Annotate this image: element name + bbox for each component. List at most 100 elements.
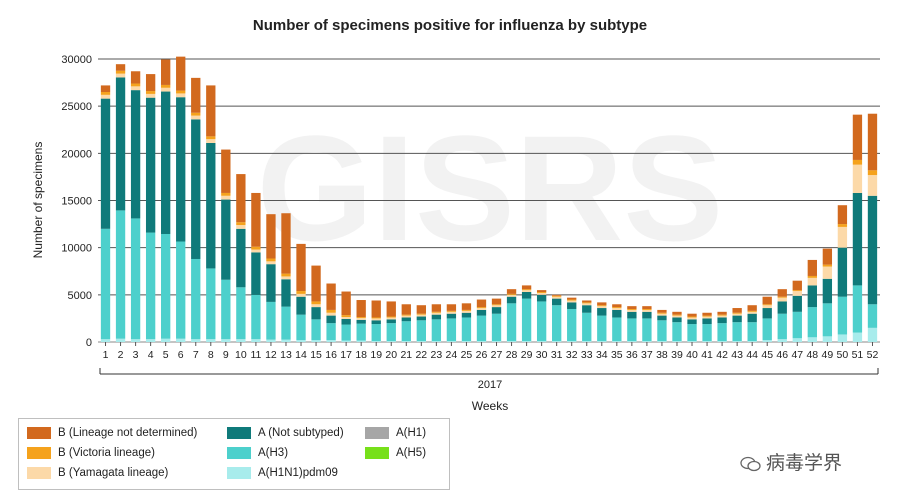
bar-segment bbox=[762, 296, 772, 305]
bar-segment bbox=[446, 318, 457, 342]
bar-segment bbox=[867, 113, 878, 171]
bar-segment bbox=[807, 337, 817, 342]
bar-segment bbox=[567, 302, 577, 309]
bar-segment bbox=[461, 341, 472, 342]
bar-segment bbox=[717, 317, 727, 324]
bar-segment bbox=[446, 304, 457, 311]
bar-segment bbox=[251, 192, 261, 247]
bar-segment bbox=[822, 303, 833, 337]
bar-segment bbox=[476, 341, 487, 342]
bar-segment bbox=[416, 313, 426, 315]
bar-segment bbox=[867, 327, 878, 342]
legend-item: B (Yamagata lineage) bbox=[27, 467, 168, 479]
y-tick-label: 25000 bbox=[61, 101, 92, 113]
bar-segment bbox=[115, 338, 126, 342]
bar-segment bbox=[582, 305, 592, 313]
bar-segment bbox=[311, 304, 321, 308]
bar-segment bbox=[115, 64, 126, 71]
bar-segment bbox=[627, 318, 637, 342]
bar-segment bbox=[161, 87, 171, 92]
x-tick-label: 18 bbox=[355, 349, 367, 361]
bar-segment bbox=[431, 314, 442, 320]
bar-segment bbox=[762, 318, 772, 341]
bar-segment bbox=[281, 276, 291, 280]
bar-segment bbox=[807, 259, 817, 276]
bar-segment bbox=[176, 97, 186, 242]
x-tick-label: 15 bbox=[310, 349, 322, 361]
chart-title: Number of specimens positive for influen… bbox=[253, 17, 647, 34]
bar-segment bbox=[176, 338, 186, 342]
bar-segment bbox=[506, 289, 517, 294]
y-axis-ticks: 0 5000 10000 15000 20000 25000 30000 bbox=[61, 54, 92, 349]
bar-segment bbox=[867, 170, 878, 176]
bar-segment bbox=[371, 318, 381, 321]
x-tick-label: 27 bbox=[491, 349, 503, 361]
x-tick-label: 28 bbox=[506, 349, 518, 361]
bar-segment bbox=[777, 301, 787, 314]
bar-segment bbox=[822, 248, 833, 265]
bar-segment bbox=[236, 287, 246, 340]
bar-segment bbox=[356, 323, 366, 341]
bar-segment bbox=[281, 273, 291, 277]
bar-segment bbox=[130, 71, 141, 84]
bar-segment bbox=[506, 293, 517, 295]
bar-segment bbox=[657, 315, 667, 321]
bar-segment bbox=[326, 323, 336, 341]
bar-segment bbox=[642, 309, 652, 312]
bar-segment bbox=[401, 317, 411, 322]
bar-segment bbox=[176, 241, 186, 339]
bar-segment bbox=[176, 56, 186, 91]
bar-segment bbox=[296, 243, 306, 292]
bar-segment bbox=[687, 313, 697, 317]
bar-segment bbox=[431, 319, 442, 342]
bar-segment bbox=[822, 336, 833, 342]
bar-segment bbox=[521, 298, 532, 342]
wechat-icon bbox=[740, 456, 761, 471]
x-tick-label: 34 bbox=[596, 349, 608, 361]
bar-segment bbox=[867, 195, 878, 305]
bar-segment bbox=[401, 321, 411, 342]
bar-segment bbox=[431, 311, 442, 313]
bar-segment bbox=[266, 261, 276, 265]
x-tick-label: 29 bbox=[521, 349, 533, 361]
bar-segment bbox=[251, 252, 261, 295]
bar-segment bbox=[642, 306, 652, 309]
x-tick-label: 33 bbox=[581, 349, 593, 361]
bar-segment bbox=[461, 317, 472, 342]
bar-segment bbox=[145, 93, 156, 98]
bar-segment bbox=[521, 289, 532, 291]
bar-segment bbox=[612, 341, 622, 342]
bar-segment bbox=[341, 315, 351, 318]
bar-segment bbox=[206, 85, 216, 137]
bar-segment bbox=[491, 298, 502, 305]
legend-item: B (Victoria lineage) bbox=[27, 447, 155, 459]
bar-segment bbox=[582, 300, 592, 303]
bar-segment bbox=[657, 309, 667, 313]
bar-segment bbox=[296, 296, 306, 315]
x-tick-label: 14 bbox=[295, 349, 307, 361]
x-tick-label: 44 bbox=[746, 349, 758, 361]
bar-segment bbox=[702, 341, 712, 342]
legend: B (Lineage not determined) B (Victoria l… bbox=[18, 418, 450, 490]
stacked-bar-chart: GISRS Number of specimens positive for i… bbox=[31, 17, 880, 413]
bar-segment bbox=[642, 311, 652, 319]
bar-segment bbox=[431, 304, 442, 312]
bar-segment bbox=[747, 311, 757, 314]
bar-segment bbox=[792, 311, 802, 339]
bar-segment bbox=[702, 315, 712, 317]
bar-segment bbox=[326, 312, 336, 316]
bars bbox=[100, 56, 878, 342]
bar-segment bbox=[236, 222, 246, 226]
bar-segment bbox=[672, 341, 682, 342]
bar-segment bbox=[386, 301, 396, 317]
bar-segment bbox=[822, 278, 833, 304]
bar-segment bbox=[115, 73, 126, 78]
bar-segment bbox=[762, 305, 772, 309]
bar-segment bbox=[792, 291, 802, 296]
bar-segment bbox=[221, 192, 231, 196]
bar-segment bbox=[251, 294, 261, 340]
bar-segment bbox=[642, 318, 652, 342]
bar-segment bbox=[251, 246, 261, 250]
bar-segment bbox=[100, 85, 111, 93]
bar-segment bbox=[401, 315, 411, 318]
